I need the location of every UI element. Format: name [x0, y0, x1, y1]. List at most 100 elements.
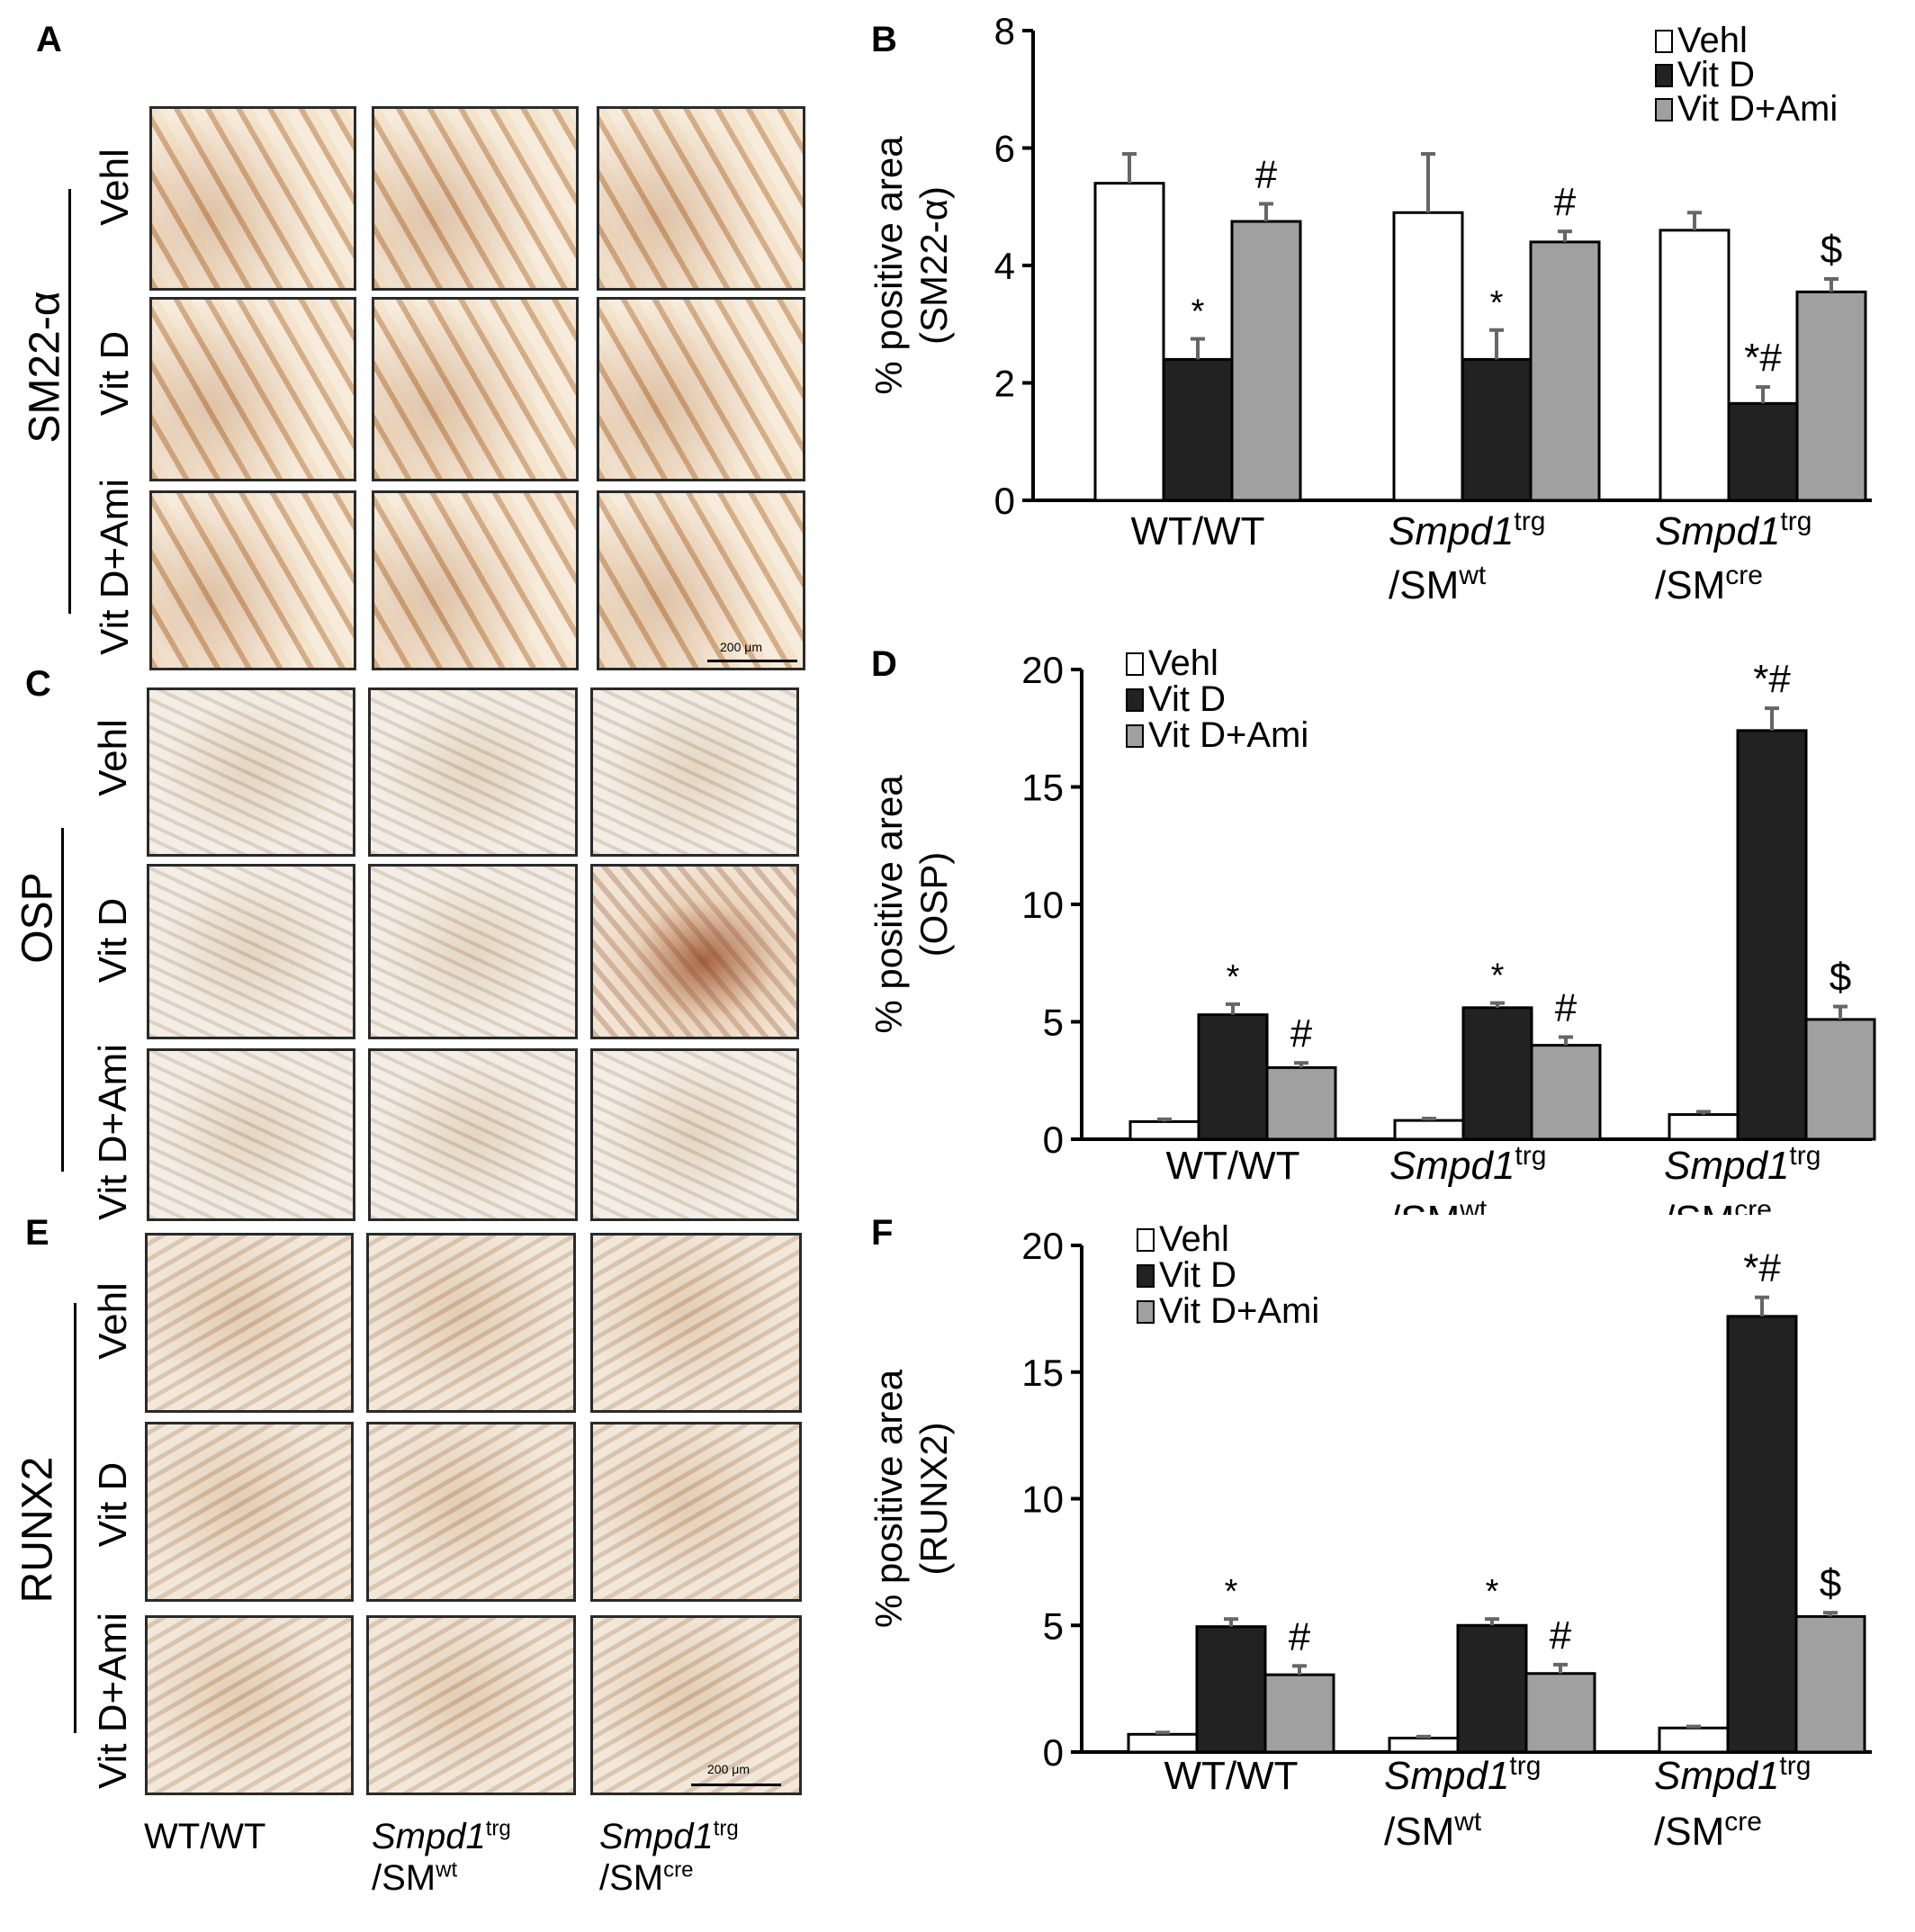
- significance-label: *: [1191, 293, 1205, 331]
- micrograph: [590, 864, 799, 1039]
- panel-letter-c: C: [25, 664, 51, 704]
- bar: [1529, 240, 1601, 502]
- legend-label: Vit D: [1148, 679, 1226, 719]
- y-tick-label: 8: [994, 10, 1015, 52]
- micrograph: [372, 106, 579, 291]
- y-tick-label: 5: [1043, 1002, 1064, 1044]
- group-bracket-e: [74, 1303, 76, 1733]
- significance-label: $: [1820, 1561, 1841, 1605]
- row-label-vitd-ami: Vit D+Ami: [91, 1043, 135, 1221]
- y-tick-label: 4: [994, 245, 1015, 287]
- row-label-vitd: Vit D: [91, 897, 135, 984]
- bar: [1736, 729, 1808, 1141]
- scale-bar-label: 200 μm: [720, 640, 762, 654]
- significance-label: *#: [1753, 657, 1791, 701]
- category-label: WT/WT: [1130, 509, 1264, 553]
- bar: [1794, 1614, 1866, 1754]
- panel-letter-a: A: [36, 20, 62, 59]
- legend-label: Vehl: [1148, 643, 1218, 683]
- micrograph: [145, 1233, 354, 1413]
- significance-label: *: [1225, 1573, 1238, 1611]
- micrograph: [149, 106, 356, 291]
- legend-label: Vit D: [1677, 55, 1755, 94]
- row-label-vehl: Vehl: [91, 1282, 135, 1360]
- panel-letter-e: E: [25, 1213, 49, 1253]
- bar: [1388, 1737, 1460, 1754]
- micrograph: [597, 490, 805, 670]
- row-label-vehl: Vehl: [91, 719, 135, 796]
- bar: [1195, 1625, 1267, 1754]
- category-label-line2: /SMwt: [1389, 561, 1487, 607]
- column-label-smpd1-wt: Smpd1trg /SMwt: [372, 1816, 511, 1898]
- category-label-line2: /SMwt: [1389, 1195, 1488, 1215]
- micrograph: [149, 297, 356, 481]
- category-label-line2: /SMcre: [1654, 1807, 1762, 1854]
- micrograph: [590, 1048, 799, 1221]
- legend-label: Vit D: [1159, 1255, 1236, 1295]
- significance-label: #: [1255, 152, 1278, 196]
- micrograph: [147, 864, 355, 1039]
- panel-letter-b: B: [871, 20, 897, 59]
- y-tick-label: 0: [1043, 1731, 1064, 1774]
- legend-swatch: [1137, 1264, 1155, 1288]
- micrograph: [372, 490, 579, 670]
- legend-swatch: [1137, 1228, 1155, 1252]
- significance-label: *: [1490, 284, 1504, 322]
- bar: [1127, 1732, 1199, 1754]
- y-axis-label: % positive area(RUNX2): [868, 1369, 955, 1628]
- y-axis-label: % positive area(SM22-α): [868, 136, 955, 395]
- y-tick-label: 2: [994, 363, 1015, 405]
- y-tick-label: 15: [1021, 767, 1064, 809]
- scale-bar: [691, 1784, 781, 1786]
- legend-label: Vit D+Ami: [1148, 715, 1308, 755]
- micrograph: [366, 1615, 576, 1795]
- category-label: Smpd1trg: [1664, 1141, 1821, 1188]
- category-label: Smpd1trg: [1389, 507, 1545, 553]
- y-tick-label: 0: [994, 480, 1015, 522]
- micrograph: [366, 1422, 576, 1602]
- bar: [1263, 1673, 1335, 1754]
- legend-swatch: [1126, 688, 1144, 712]
- y-tick-label: 20: [1021, 649, 1064, 691]
- bar: [1393, 1119, 1465, 1141]
- group-bracket-c: [61, 828, 64, 1172]
- category-label-line2: /SMwt: [1384, 1807, 1482, 1854]
- significance-label: #: [1550, 1613, 1572, 1658]
- significance-label: #: [1289, 1614, 1311, 1658]
- category-label: WT/WT: [1164, 1754, 1298, 1798]
- bar: [1524, 1672, 1596, 1754]
- bar: [1804, 1018, 1876, 1141]
- significance-label: #: [1555, 985, 1578, 1029]
- micrograph: [366, 1233, 576, 1413]
- stain-label-osp: OSP: [13, 872, 62, 964]
- category-label: WT/WT: [1165, 1144, 1299, 1188]
- micrograph: [590, 687, 799, 857]
- micrograph: [368, 1048, 578, 1221]
- category-label: Smpd1trg: [1384, 1751, 1541, 1798]
- y-axis-label: % positive area(OSP): [868, 775, 955, 1034]
- bar: [1727, 401, 1799, 502]
- row-label-vitd-ami: Vit D+Ami: [91, 1612, 135, 1790]
- legend-label: Vit D+Ami: [1677, 89, 1838, 129]
- legend-swatch: [1655, 98, 1673, 121]
- legend-swatch: [1126, 724, 1144, 748]
- row-label-vitd: Vit D: [93, 330, 137, 417]
- micrograph: [590, 1422, 802, 1602]
- bar: [1461, 1006, 1533, 1141]
- bar: [1456, 1623, 1528, 1754]
- y-tick-label: 10: [1021, 1478, 1064, 1521]
- micrograph: [597, 106, 805, 291]
- column-label-wt: WT/WT: [144, 1817, 266, 1856]
- bar: [1392, 211, 1464, 502]
- micrograph: [597, 297, 805, 481]
- micrograph: [372, 297, 579, 481]
- row-label-vitd: Vit D: [91, 1461, 135, 1548]
- significance-label: *: [1227, 958, 1240, 996]
- category-label: Smpd1trg: [1654, 1751, 1811, 1798]
- bar: [1230, 220, 1302, 502]
- panel-letter-d: D: [871, 644, 897, 684]
- y-tick-label: 15: [1021, 1352, 1064, 1394]
- scale-bar: [707, 660, 797, 662]
